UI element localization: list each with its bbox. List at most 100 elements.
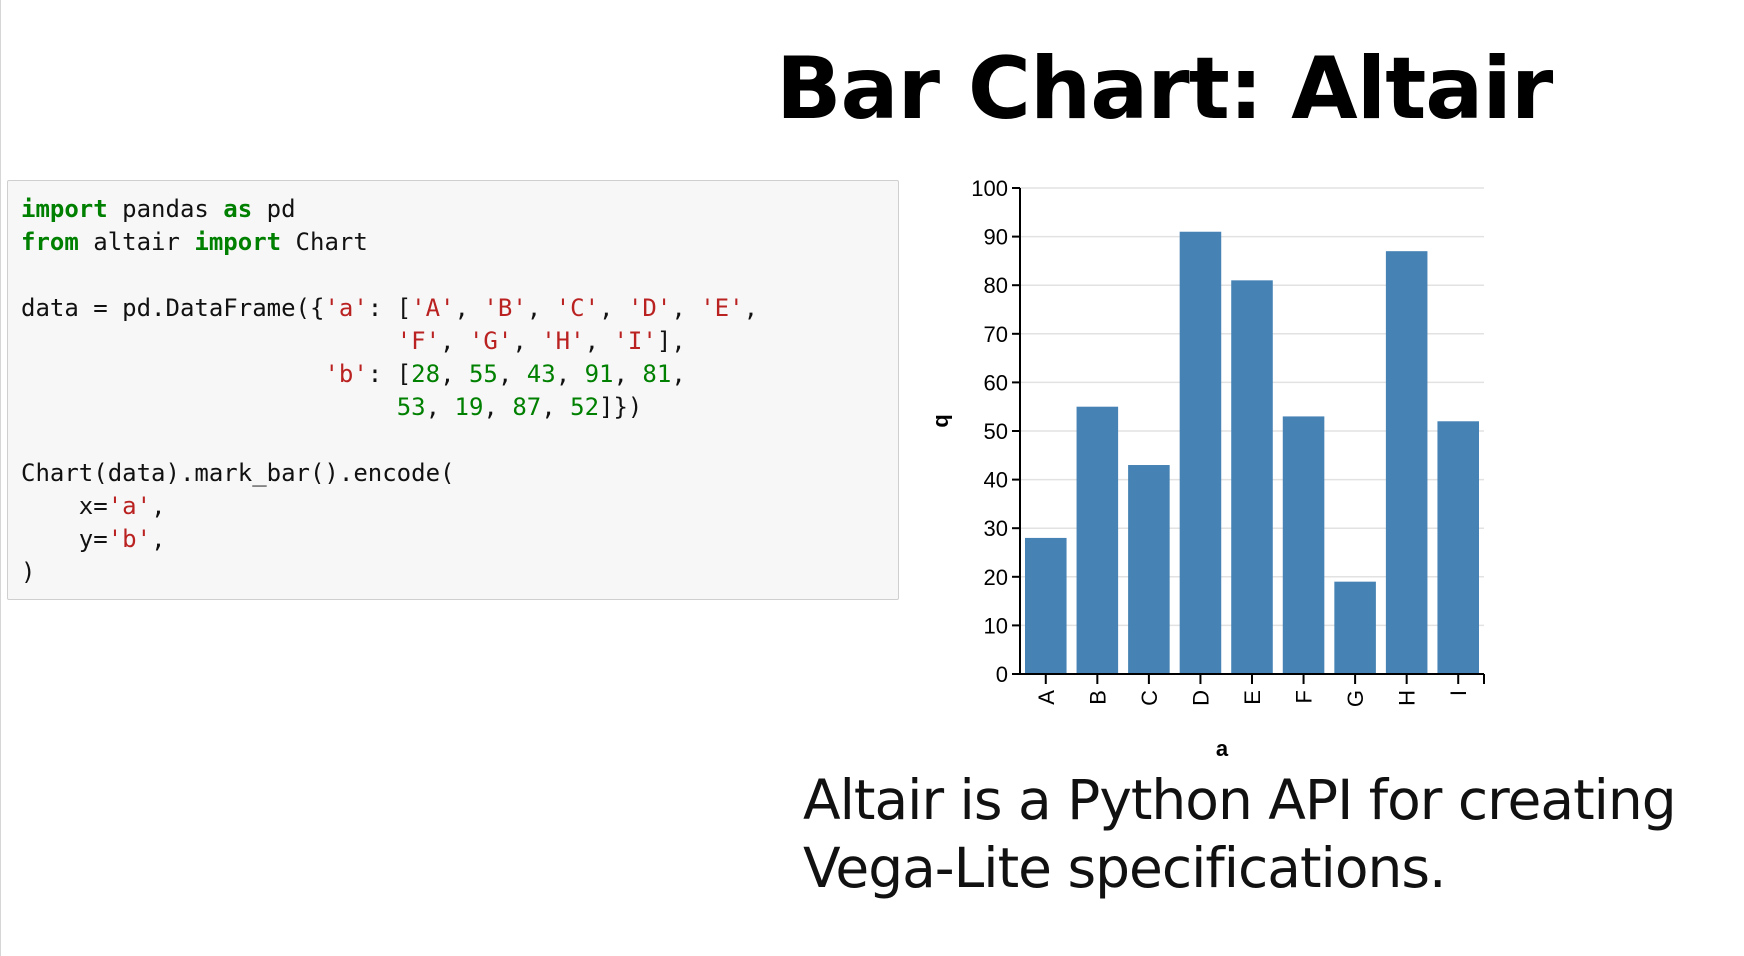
y-tick-label: 0 xyxy=(996,662,1008,687)
code-token: , xyxy=(440,360,469,388)
x-tick-label: B xyxy=(1085,690,1110,705)
code-token-str: 'G' xyxy=(468,327,513,355)
y-tick-label: 20 xyxy=(984,565,1008,590)
y-tick-label: 80 xyxy=(984,273,1008,298)
bar-F xyxy=(1282,416,1325,674)
code-token-num: 91 xyxy=(584,360,614,388)
x-tick-label: A xyxy=(1034,690,1059,705)
code-token: , xyxy=(454,294,484,322)
bar-chart: 0 10 20 30 40 50 60 70 80 90 100 A B C D E F G H I b a xyxy=(931,176,1485,761)
code-line: 'b': [28, 55, 43, 91, 81, xyxy=(21,360,686,388)
code-token-str: 'C' xyxy=(555,294,600,322)
bar-G xyxy=(1334,581,1376,674)
code-token: , xyxy=(151,525,166,553)
code-line: 'F', 'G', 'H', 'I'], xyxy=(21,327,686,355)
code-token: Chart(data).mark_bar().encode( xyxy=(21,459,455,487)
x-tick-label: F xyxy=(1292,690,1317,703)
code-token-str: 'b' xyxy=(324,360,368,388)
code-token-kw: as xyxy=(223,195,253,223)
x-axis-label: a xyxy=(1216,736,1229,761)
code-token: , xyxy=(425,393,455,421)
code-token: : [ xyxy=(367,294,412,322)
code-token-str: 'H' xyxy=(541,327,585,355)
code-token-str: 'I' xyxy=(613,327,657,355)
code-token: : [ xyxy=(367,360,412,388)
code-line: from altair import Chart xyxy=(21,228,368,256)
code-token: , xyxy=(541,393,571,421)
code-token-str: 'b' xyxy=(107,525,152,553)
code-token: , xyxy=(743,294,759,322)
caption-line-1: Altair is a Python API for creating xyxy=(803,768,1677,832)
code-token: data = pd.DataFrame({ xyxy=(21,294,325,322)
code-line: 53, 19, 87, 52]}) xyxy=(21,393,643,421)
code-token: Chart xyxy=(281,228,368,256)
code-token: , xyxy=(483,393,513,421)
y-tick-label: 70 xyxy=(984,322,1008,347)
code-token-str: 'F' xyxy=(396,327,441,355)
slide-caption: Altair is a Python API for creating Vega… xyxy=(803,766,1723,902)
code-token xyxy=(21,393,397,421)
code-block: import pandas as pd from altair import C… xyxy=(21,193,758,589)
code-token-num: 87 xyxy=(512,393,542,421)
code-token-str: 'a' xyxy=(107,492,152,520)
code-token: , xyxy=(584,327,614,355)
code-token: y= xyxy=(21,525,108,553)
code-token-num: 55 xyxy=(468,360,498,388)
code-token: , xyxy=(671,294,701,322)
code-token-str: 'D' xyxy=(627,294,672,322)
y-axis-label: b xyxy=(931,414,956,427)
code-line: Chart(data).mark_bar().encode( xyxy=(21,459,454,487)
code-line: x='a', xyxy=(21,492,166,520)
code-token-kw: import xyxy=(21,195,108,223)
y-tick-label: 10 xyxy=(984,613,1008,638)
x-tick-label: E xyxy=(1240,690,1265,705)
code-token: ) xyxy=(21,558,36,586)
code-line: data = pd.DataFrame({'a': ['A', 'B', 'C'… xyxy=(21,294,758,322)
code-token: pd xyxy=(252,195,296,223)
bar-D xyxy=(1179,231,1222,675)
code-cell[interactable]: import pandas as pd from altair import C… xyxy=(7,180,899,600)
code-line: import pandas as pd xyxy=(21,195,296,223)
code-token: , xyxy=(613,360,643,388)
bar-C xyxy=(1128,465,1170,674)
y-tick-label: 30 xyxy=(984,516,1008,541)
code-token-str: 'A' xyxy=(411,294,455,322)
code-token: x= xyxy=(21,492,108,520)
code-token: ]}) xyxy=(599,393,643,421)
code-line: ) xyxy=(21,558,35,586)
y-tick-label: 100 xyxy=(971,176,1008,201)
y-tick-label: 90 xyxy=(984,225,1008,250)
code-token xyxy=(21,327,397,355)
y-tick-label: 60 xyxy=(984,370,1008,395)
code-token-num: 81 xyxy=(642,360,672,388)
code-token: , xyxy=(440,327,469,355)
bar-I xyxy=(1437,421,1479,674)
x-tick-label: D xyxy=(1188,690,1213,706)
code-token-kw: import xyxy=(194,228,282,256)
code-token-str: 'B' xyxy=(483,294,527,322)
x-tick-label: H xyxy=(1395,690,1420,706)
code-token-str: 'E' xyxy=(700,294,744,322)
code-token-str: 'a' xyxy=(324,294,368,322)
code-token-num: 28 xyxy=(411,360,441,388)
code-token: , xyxy=(671,360,686,388)
slide-title: Bar Chart: Altair xyxy=(776,39,1553,139)
caption-line-2: Vega-Lite specifications. xyxy=(803,836,1446,900)
x-tick-label: I xyxy=(1446,690,1471,696)
x-tick-label: G xyxy=(1343,690,1368,707)
bar-B xyxy=(1076,406,1119,674)
code-token xyxy=(21,360,324,388)
code-token: ], xyxy=(656,327,686,355)
code-token: , xyxy=(497,360,527,388)
code-token: pandas xyxy=(107,195,224,223)
y-tick-label: 40 xyxy=(984,468,1008,493)
code-token: , xyxy=(526,294,556,322)
code-token-kw: from xyxy=(21,228,79,256)
axes: 0 10 20 30 40 50 60 70 80 90 100 A B C D E F G H I xyxy=(971,176,1485,707)
code-token: , xyxy=(599,294,628,322)
code-token: , xyxy=(555,360,585,388)
code-token-num: 53 xyxy=(396,393,426,421)
code-token: altair xyxy=(78,228,195,256)
code-token: , xyxy=(151,492,166,520)
code-token-num: 52 xyxy=(570,393,600,421)
